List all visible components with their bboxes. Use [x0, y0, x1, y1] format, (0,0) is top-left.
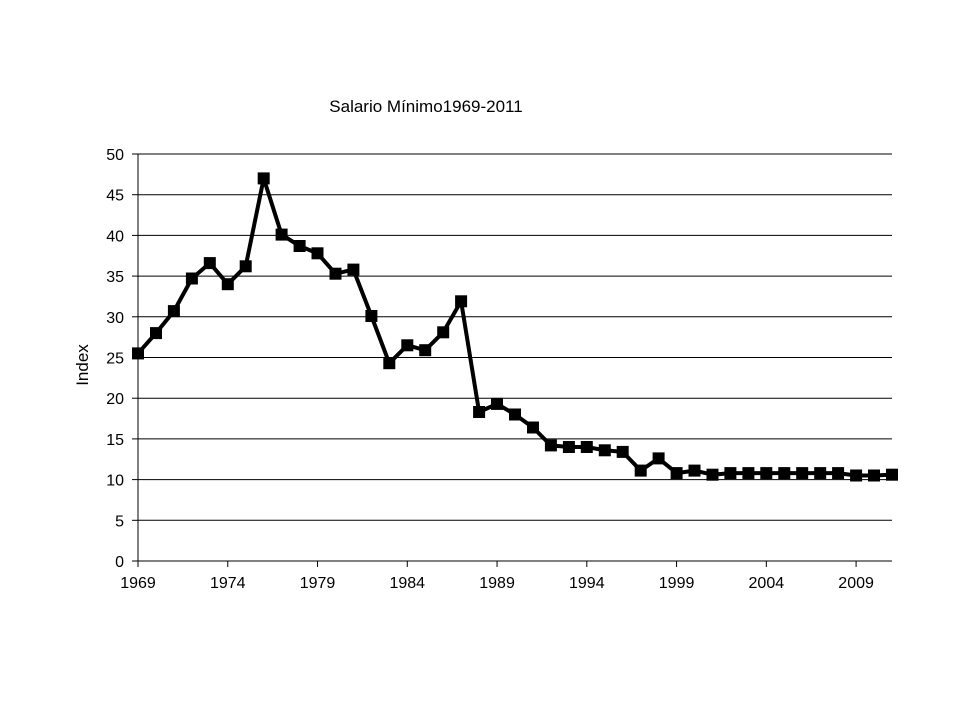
y-tick-label-50: 50 [106, 147, 124, 164]
axes [132, 153, 892, 567]
data-point-1993 [562, 441, 575, 453]
data-point-1969 [132, 347, 144, 360]
chart-title: Salario Mínimo1969-2011 [329, 97, 522, 116]
data-point-1987 [455, 295, 468, 308]
data-point-2007 [814, 467, 827, 480]
y-axis-title: Index [73, 344, 92, 386]
data-point-1995 [598, 444, 611, 457]
y-tick-label-45: 45 [106, 188, 124, 205]
y-tick-label-25: 25 [106, 351, 124, 368]
data-point-1978 [293, 240, 306, 252]
data-point-2006 [796, 467, 809, 480]
data-point-1984 [401, 339, 414, 352]
data-point-1981 [347, 263, 360, 276]
data-point-1991 [527, 421, 539, 434]
data-point-2011 [886, 468, 898, 481]
x-tick-label-1984: 1984 [389, 575, 425, 592]
data-point-1979 [311, 247, 324, 260]
data-point-1971 [167, 305, 180, 318]
data-point-2008 [832, 467, 845, 480]
x-tick-label-1969: 1969 [120, 575, 156, 592]
data-point-1972 [185, 272, 198, 285]
y-tick-label-0: 0 [115, 554, 124, 571]
data-point-2010 [868, 469, 880, 482]
data-point-1980 [329, 267, 342, 280]
data-point-1985 [419, 344, 432, 357]
x-tick-labels: 1969 1974 1979 1984 1989 1994 1999 2004 2009 [120, 575, 874, 592]
x-tick-label-2004: 2004 [749, 575, 785, 592]
y-tick-labels: 0 5 10 15 20 25 30 35 40 45 50 [106, 147, 124, 571]
x-tick-label-1979: 1979 [300, 575, 336, 592]
data-point-1977 [275, 228, 288, 241]
data-point-1970 [150, 327, 162, 340]
x-tick-label-1994: 1994 [569, 575, 605, 592]
data-point-1975 [239, 260, 252, 273]
data-point-1976 [257, 172, 270, 185]
data-point-1988 [473, 406, 486, 418]
data-point-1999 [670, 467, 683, 480]
data-point-1994 [580, 441, 593, 453]
y-tick-label-40: 40 [106, 228, 124, 245]
data-point-2002 [724, 467, 737, 480]
data-point-1983 [383, 357, 396, 370]
y-tick-label-15: 15 [106, 432, 124, 449]
data-point-1997 [634, 464, 647, 477]
x-tick-label-1999: 1999 [659, 575, 695, 592]
gridlines [138, 153, 892, 521]
y-tick-label-20: 20 [106, 391, 124, 408]
data-point-1998 [652, 452, 665, 465]
series-group [132, 172, 898, 482]
data-point-1992 [544, 439, 557, 452]
x-tick-label-1974: 1974 [210, 575, 246, 592]
data-point-1982 [365, 310, 378, 322]
y-tick-label-30: 30 [106, 310, 124, 327]
data-point-2000 [688, 464, 701, 477]
data-point-1996 [616, 445, 629, 458]
data-point-2001 [706, 468, 719, 481]
data-point-1973 [203, 257, 216, 270]
data-point-2004 [760, 467, 773, 480]
x-tick-label-1989: 1989 [479, 575, 515, 592]
x-tick-label-2009: 2009 [838, 575, 874, 592]
y-tick-label-35: 35 [106, 269, 124, 286]
data-point-1989 [491, 397, 503, 410]
data-point-1990 [509, 408, 521, 421]
data-point-1974 [221, 278, 234, 291]
series-line-0 [136, 176, 893, 478]
y-tick-label-5: 5 [115, 513, 124, 530]
data-point-2003 [742, 467, 755, 480]
data-point-2009 [850, 469, 863, 482]
y-tick-label-10: 10 [106, 473, 124, 490]
data-point-1986 [437, 326, 450, 339]
data-point-2005 [778, 467, 791, 480]
